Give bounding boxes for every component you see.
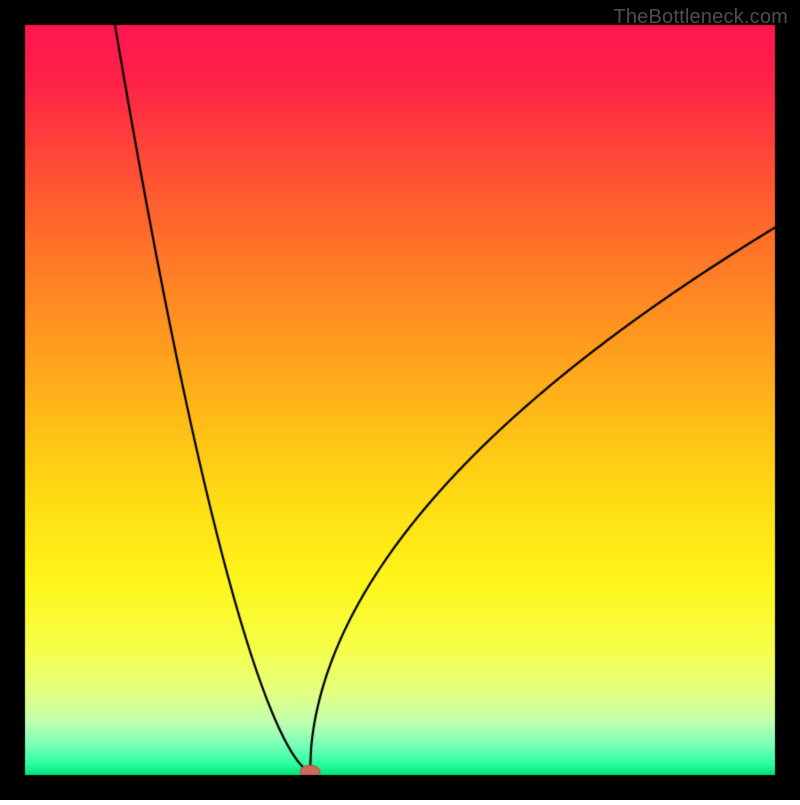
watermark-text: TheBottleneck.com bbox=[613, 6, 788, 29]
bottleneck-chart-canvas bbox=[0, 0, 800, 800]
chart-container: TheBottleneck.com bbox=[0, 0, 800, 800]
